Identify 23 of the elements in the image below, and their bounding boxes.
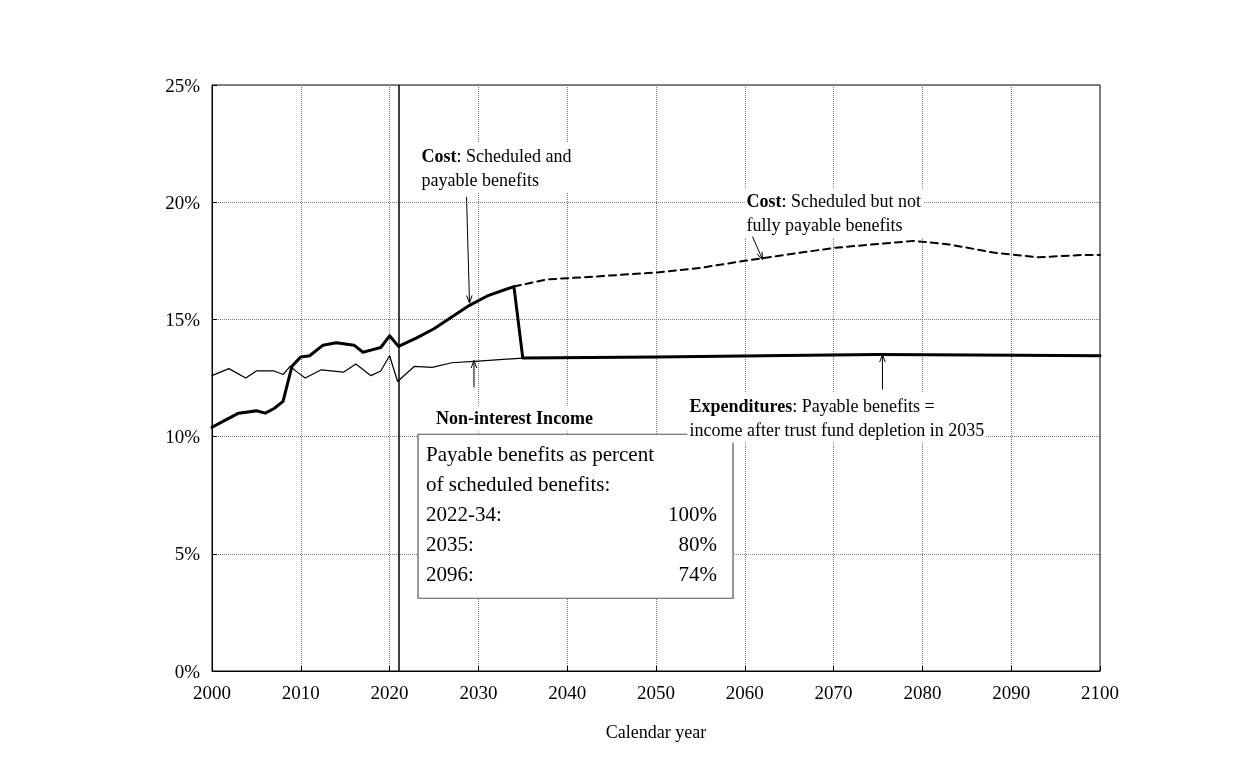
x-tick-label: 2090: [992, 682, 1031, 703]
y-tick-label: 20%: [165, 191, 201, 213]
y-tick-label: 10%: [165, 426, 201, 448]
x-tick-label: 2060: [725, 682, 764, 703]
text: Payable benefits as percent of scheduled benefits: 2022-34: 100% 2035: 80% 2096: 74%: [426, 441, 718, 586]
annotation: Expenditures: Payable benefits = income after trust fund depletion in 2035: [689, 395, 985, 440]
y-tick-label: 15%: [165, 308, 201, 330]
annotation: Non-interest Income: [435, 408, 594, 429]
x-tick-label: 2020: [370, 682, 409, 703]
x-tick-label: 2080: [903, 682, 942, 703]
x-tick-label: 2040: [548, 682, 587, 703]
x-axis-title: Calendar year: [605, 722, 707, 742]
y-tick-label: 25%: [165, 74, 201, 96]
x-tick-label: 2100: [1081, 682, 1119, 703]
x-tick-label: 2070: [814, 682, 853, 703]
x-tick-label: 2010: [281, 682, 320, 703]
x-tick-label: 2030: [459, 682, 498, 703]
x-tick-label: 2000: [193, 682, 231, 703]
annotation: Cost: Scheduled and payable benefits: [421, 145, 572, 190]
y-tick-label: 0%: [174, 660, 201, 682]
annotation: Cost: Scheduled but not fully payable benefits: [746, 190, 922, 235]
y-tick-label: 5%: [174, 543, 201, 565]
x-tick-label: 2050: [637, 682, 675, 703]
